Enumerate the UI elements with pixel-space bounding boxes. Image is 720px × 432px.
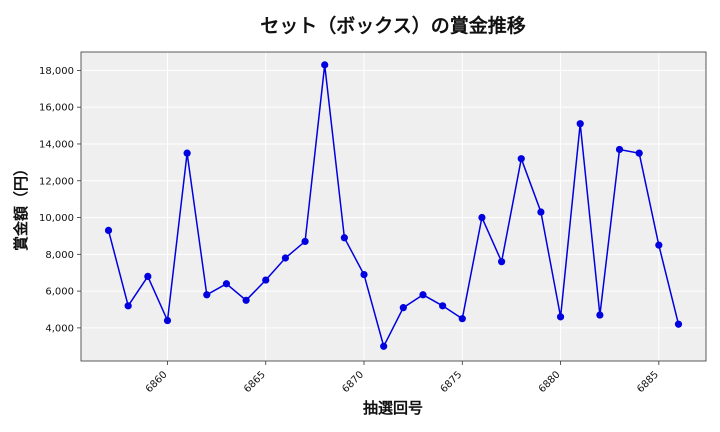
- data-point: [301, 237, 309, 246]
- chart-title: セット（ボックス）の賞金推移: [260, 14, 525, 37]
- data-point: [399, 304, 407, 312]
- y-tick-label: 14,000: [39, 139, 74, 150]
- y-tick-label: 16,000: [39, 103, 74, 114]
- data-point: [163, 316, 172, 325]
- y-tick-label: 10,000: [39, 213, 74, 224]
- plot-area: [81, 52, 706, 361]
- data-point: [458, 315, 466, 323]
- y-axis: 4,000 6,000 8,000 10,000 12,000 14,000 16,000 1…: [39, 66, 81, 334]
- data-point: [222, 280, 231, 288]
- y-tick-label: 12,000: [39, 176, 74, 187]
- series-line: [107, 64, 680, 349]
- data-point: [596, 311, 604, 319]
- series-layer: [104, 61, 683, 350]
- data-point: [360, 270, 368, 279]
- data-point: [537, 208, 545, 216]
- data-point: [104, 226, 113, 235]
- y-tick-label: 8,000: [45, 250, 74, 261]
- data-point: [497, 258, 506, 266]
- y-tick-label: 18,000: [39, 66, 74, 77]
- data-point: [655, 241, 663, 249]
- data-point: [478, 213, 486, 222]
- data-point: [576, 120, 584, 128]
- data-point: [380, 342, 388, 350]
- data-point: [635, 149, 643, 157]
- data-point: [419, 291, 427, 299]
- x-axis-label: 抽選回号: [363, 399, 423, 417]
- y-tick-label: 4,000: [45, 323, 74, 334]
- data-point: [556, 313, 565, 321]
- data-point: [321, 61, 329, 69]
- x-axis: 6860 6865 6870 6875 6880 6885: [144, 361, 661, 395]
- x-tick-label: 6880: [537, 369, 563, 395]
- data-point: [203, 291, 211, 299]
- x-tick-label: 6875: [439, 369, 465, 395]
- y-tick-label: 6,000: [45, 287, 74, 298]
- x-tick-label: 6870: [340, 369, 366, 395]
- data-point: [340, 234, 348, 242]
- data-point: [615, 145, 624, 154]
- x-tick-label: 6885: [635, 369, 661, 395]
- data-point: [281, 254, 290, 262]
- grid-lines: [81, 52, 706, 361]
- y-axis-label: 賞金額（円）: [12, 161, 30, 251]
- data-point: [439, 302, 447, 310]
- data-point: [674, 320, 683, 328]
- x-tick-label: 6865: [242, 369, 268, 395]
- data-point: [517, 155, 525, 163]
- data-point: [183, 149, 191, 157]
- data-point: [124, 302, 132, 310]
- data-point: [144, 272, 152, 280]
- x-tick-label: 6860: [144, 369, 170, 395]
- data-point: [262, 276, 270, 284]
- plot-frame: [80, 51, 707, 362]
- data-point: [242, 296, 250, 304]
